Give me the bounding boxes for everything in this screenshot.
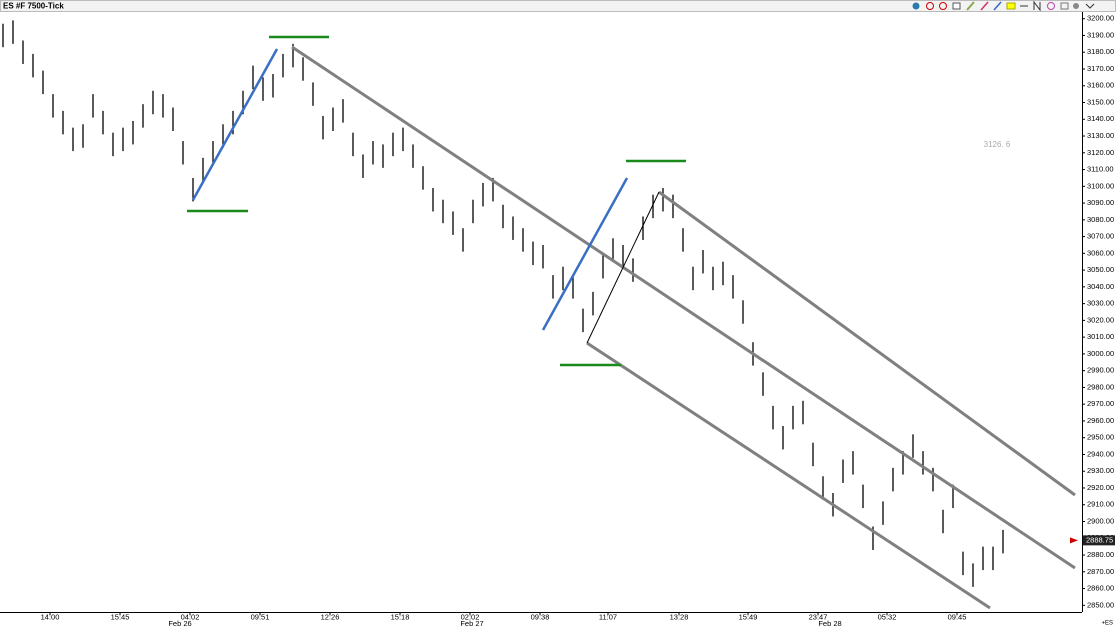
- x-tick-label: 09:45: [948, 612, 967, 621]
- y-tick-label: 3130.00: [1087, 131, 1114, 140]
- y-tick-label: 2910.00: [1087, 500, 1114, 509]
- tool-icon[interactable]: [952, 2, 961, 10]
- x-tick-label: 14:00: [41, 612, 60, 621]
- x-tick-label: 05:32: [878, 612, 897, 621]
- x-tick-label: 15:49: [739, 612, 758, 621]
- y-tick-label: 3170.00: [1087, 64, 1114, 73]
- y-tick-label: 3200.00: [1087, 14, 1114, 23]
- channel-base: [586, 191, 660, 344]
- last-price-label: 2888.75: [1086, 535, 1113, 544]
- x-tick-label: 09:51: [251, 612, 270, 621]
- y-tick-label: 3110.00: [1087, 165, 1114, 174]
- y-tick-label: 2990.00: [1087, 366, 1114, 375]
- channel-line: [586, 341, 991, 610]
- trend-line: [191, 48, 279, 201]
- y-tick-label: 2870.00: [1087, 567, 1114, 576]
- y-tick-label: 3030.00: [1087, 299, 1114, 308]
- annotation: 3126. 6: [984, 140, 1011, 149]
- y-tick-label: 3070.00: [1087, 232, 1114, 241]
- y-tick-label: 3000.00: [1087, 349, 1114, 358]
- tool-icon[interactable]: [966, 1, 975, 11]
- y-tick-label: 3160.00: [1087, 81, 1114, 90]
- y-tick-label: 3080.00: [1087, 215, 1114, 224]
- y-tick-label: 2940.00: [1087, 449, 1114, 458]
- y-tick-label: 2950.00: [1087, 433, 1114, 442]
- last-price-box: [1083, 535, 1115, 546]
- date-label: Feb 28: [818, 619, 841, 628]
- y-tick-label: 2920.00: [1087, 483, 1114, 492]
- y-tick-label: 2930.00: [1087, 466, 1114, 475]
- y-tick-label: 2980.00: [1087, 382, 1114, 391]
- y-tick-label: 3010.00: [1087, 332, 1114, 341]
- x-tick-label: 15:45: [111, 612, 130, 621]
- y-tick-label: 3120.00: [1087, 148, 1114, 157]
- tool-icon[interactable]: [980, 1, 989, 11]
- y-tick-label: 3040.00: [1087, 282, 1114, 291]
- channel-line: [658, 190, 1076, 497]
- trend-line: [541, 177, 629, 331]
- y-tick-label: 3140.00: [1087, 114, 1114, 123]
- x-tick-label: 04:02: [181, 612, 200, 621]
- tool-icon[interactable]: [993, 1, 1002, 11]
- y-tick-label: 2860.00: [1087, 584, 1114, 593]
- drawings: [187, 35, 1076, 610]
- y-tick-label: 3150.00: [1087, 97, 1114, 106]
- y-tick-label: 3100.00: [1087, 181, 1114, 190]
- y-tick-label: 2960.00: [1087, 416, 1114, 425]
- chart-title: ES #F 7500-Tick: [3, 2, 64, 11]
- y-tick-label: 2850.00: [1087, 600, 1114, 609]
- y-tick-label: 2880.00: [1087, 550, 1114, 559]
- channel-line: [291, 45, 1076, 570]
- symbol-tag: +ES: [1101, 621, 1113, 627]
- tool-icon[interactable]: [1073, 3, 1079, 9]
- x-tick-label: 02:02: [461, 612, 480, 621]
- y-tick-label: 2900.00: [1087, 516, 1114, 525]
- y-tick-label: 3050.00: [1087, 265, 1114, 274]
- y-tick-label: 3190.00: [1087, 30, 1114, 39]
- x-tick-label: 09:38: [531, 612, 550, 621]
- date-label: Feb 27: [460, 619, 483, 628]
- tool-icon[interactable]: [912, 2, 920, 10]
- tool-icon[interactable]: [1060, 2, 1069, 10]
- tool-icon[interactable]: [1085, 3, 1095, 9]
- x-tick-label: 23:47: [809, 612, 828, 621]
- x-tick-label: 15:18: [391, 612, 410, 621]
- tool-icon[interactable]: [1006, 2, 1016, 10]
- y-tick-label: 3090.00: [1087, 198, 1114, 207]
- tool-icon[interactable]: [1033, 0, 1041, 12]
- y-tick-label: 3060.00: [1087, 248, 1114, 257]
- y-tick-label: 3020.00: [1087, 315, 1114, 324]
- tool-icon[interactable]: [939, 2, 947, 10]
- y-tick-label: 2970.00: [1087, 399, 1114, 408]
- x-tick-label: 13:28: [670, 612, 689, 621]
- tool-icon[interactable]: [926, 2, 934, 10]
- date-label: Feb 26: [168, 619, 191, 628]
- toolbar[interactable]: [912, 0, 1095, 12]
- title-bar: [0, 0, 1116, 12]
- x-tick-label: 12:26: [321, 612, 340, 621]
- x-tick-label: 11:07: [599, 612, 617, 621]
- y-tick-label: 3180.00: [1087, 47, 1114, 56]
- last-price-arrow: [1070, 537, 1078, 544]
- tool-icon[interactable]: [1047, 2, 1055, 10]
